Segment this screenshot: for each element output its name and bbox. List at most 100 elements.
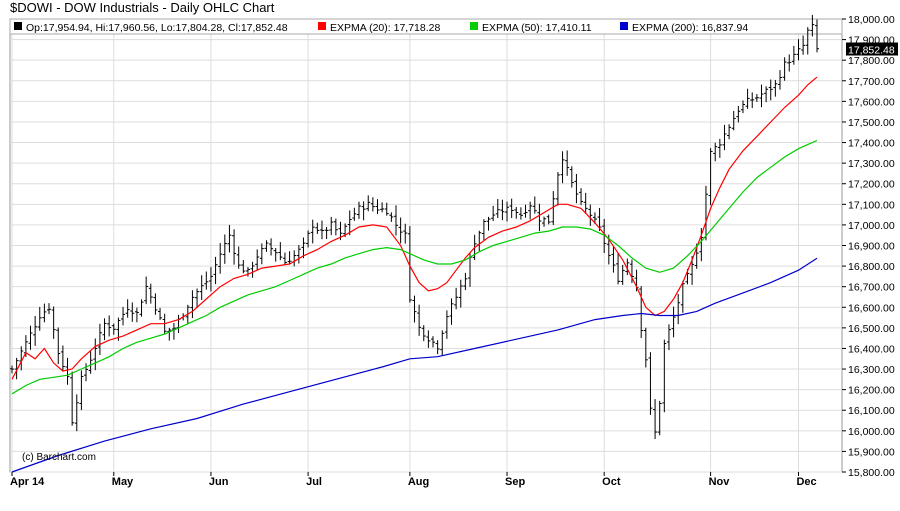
- ohlc-bar: [454, 287, 459, 310]
- ohlc-bar: [810, 14, 815, 37]
- ohlc-bar: [440, 330, 445, 356]
- ohlc-bar: [629, 259, 634, 284]
- ohlc-bar: [213, 256, 218, 285]
- ohlc-bar: [380, 202, 385, 213]
- ohlc-bar: [144, 276, 149, 305]
- ohlc-bar: [398, 217, 403, 244]
- ohlc-bar: [33, 316, 38, 346]
- ohlc-bar: [713, 142, 718, 162]
- ohlc-bar: [14, 357, 19, 380]
- ohlc-bar: [805, 27, 810, 55]
- x-tick-label: Aug: [408, 476, 429, 488]
- y-tick-label: 17,200.00: [848, 179, 895, 191]
- legend: Op:17,954.94, Hi:17,960.56, Lo:17,804.28…: [9, 18, 843, 35]
- ohlc-bar: [569, 166, 574, 188]
- ohlc-bar: [102, 318, 107, 341]
- ohlc-bar: [259, 243, 264, 265]
- ohlc-bar: [329, 216, 334, 236]
- y-tick-label: 17,100.00: [848, 199, 895, 211]
- expma-line-0: [11, 76, 818, 380]
- ohlc-bar: [736, 105, 741, 123]
- ohlc-bar: [241, 260, 246, 274]
- ohlc-bar: [579, 188, 584, 206]
- ohlc-bar: [703, 185, 708, 241]
- ohlc-bar: [236, 246, 241, 269]
- ohlc-bar: [463, 272, 468, 291]
- ohlc-bar: [634, 269, 639, 292]
- ohlc-bar: [514, 207, 519, 219]
- ohlc-bar: [310, 219, 315, 244]
- ohlc-bar: [740, 100, 745, 114]
- ohlc-bar: [97, 323, 102, 356]
- ohlc-bar: [56, 327, 61, 365]
- y-tick-label: 15,900.00: [848, 446, 895, 458]
- y-tick-label: 16,500.00: [848, 323, 895, 335]
- ohlc-bar: [666, 324, 671, 351]
- ohlc-bar: [643, 327, 648, 368]
- ohlc-bar: [426, 330, 431, 348]
- y-tick-label: 16,900.00: [848, 241, 895, 253]
- ohlc-bar: [676, 293, 681, 325]
- ohlc-bar: [324, 226, 329, 240]
- ohlc-bar: [79, 370, 84, 411]
- ohlc-bar: [232, 229, 237, 265]
- y-axis: 15,800.00 15,900.00 16,000.00 16,100.00 16,2…: [842, 14, 895, 479]
- ohlc-bar: [10, 365, 14, 374]
- ohlc-bar: [731, 110, 736, 131]
- x-tick-label: May: [112, 476, 134, 488]
- ohlc-bar: [773, 80, 778, 97]
- y-tick-label: 17,400.00: [848, 138, 895, 150]
- ohlc-bar: [264, 240, 269, 252]
- x-tick-label: Sep: [505, 476, 525, 488]
- last-price-box: [846, 42, 898, 56]
- x-tick-label: Nov: [709, 476, 731, 488]
- ohlc-bar: [657, 400, 662, 436]
- expma20-legend-text: EXPMA (20): 17,718.28: [330, 22, 440, 34]
- ohlc-bar: [333, 218, 338, 236]
- ohlc-bar: [750, 92, 755, 109]
- ohlc-bar: [70, 371, 75, 426]
- ohlc-bar: [481, 219, 486, 241]
- ohlc-bar: [611, 245, 616, 273]
- y-tick-label: 17,300.00: [848, 158, 895, 170]
- expma-line-1: [11, 139, 818, 395]
- ohlc-bar: [815, 19, 819, 53]
- ohlc-bar: [296, 245, 301, 264]
- ohlc-bar: [190, 290, 195, 319]
- ohlc-bar: [245, 267, 250, 277]
- y-tick-label: 16,200.00: [848, 385, 895, 397]
- expma20-legend-swatch: [318, 22, 326, 30]
- ohlc-bar: [407, 226, 412, 303]
- ohlc-bar: [754, 94, 759, 102]
- ohlc-bar: [301, 237, 306, 259]
- ohlc-bar: [111, 323, 116, 335]
- ohlc-bar: [28, 325, 33, 350]
- ohlc-bar: [500, 199, 505, 221]
- ohlc-bar: [782, 57, 787, 81]
- ohlc-bar: [532, 196, 537, 214]
- ohlc-bar: [435, 340, 440, 355]
- x-tick-label: Dec: [796, 476, 816, 488]
- ohlc-bar: [292, 250, 297, 267]
- ohlc-bar: [542, 216, 547, 227]
- ohlc-bar: [306, 230, 311, 248]
- expma-line-2: [11, 257, 818, 473]
- ohlc-bar: [195, 288, 200, 309]
- y-tick-label: 17,800.00: [848, 55, 895, 67]
- ohlc-bar: [717, 138, 722, 158]
- ohlc-bar: [565, 150, 570, 176]
- ohlc-bar: [134, 307, 139, 323]
- ohlc-bar: [389, 212, 394, 222]
- ohlc-bar: [791, 45, 796, 65]
- ohlc-bar: [648, 352, 653, 415]
- x-tick-label: Jun: [209, 476, 229, 488]
- ohlc-bar: [315, 222, 320, 234]
- ohlc-bar: [273, 248, 278, 262]
- ohlc-bar: [495, 198, 500, 219]
- y-tick-label: 16,300.00: [848, 364, 895, 376]
- ohlc-bar: [37, 306, 42, 331]
- ohlc-bar: [88, 351, 93, 374]
- ohlc-bar: [625, 258, 630, 276]
- y-tick-label: 17,700.00: [848, 76, 895, 88]
